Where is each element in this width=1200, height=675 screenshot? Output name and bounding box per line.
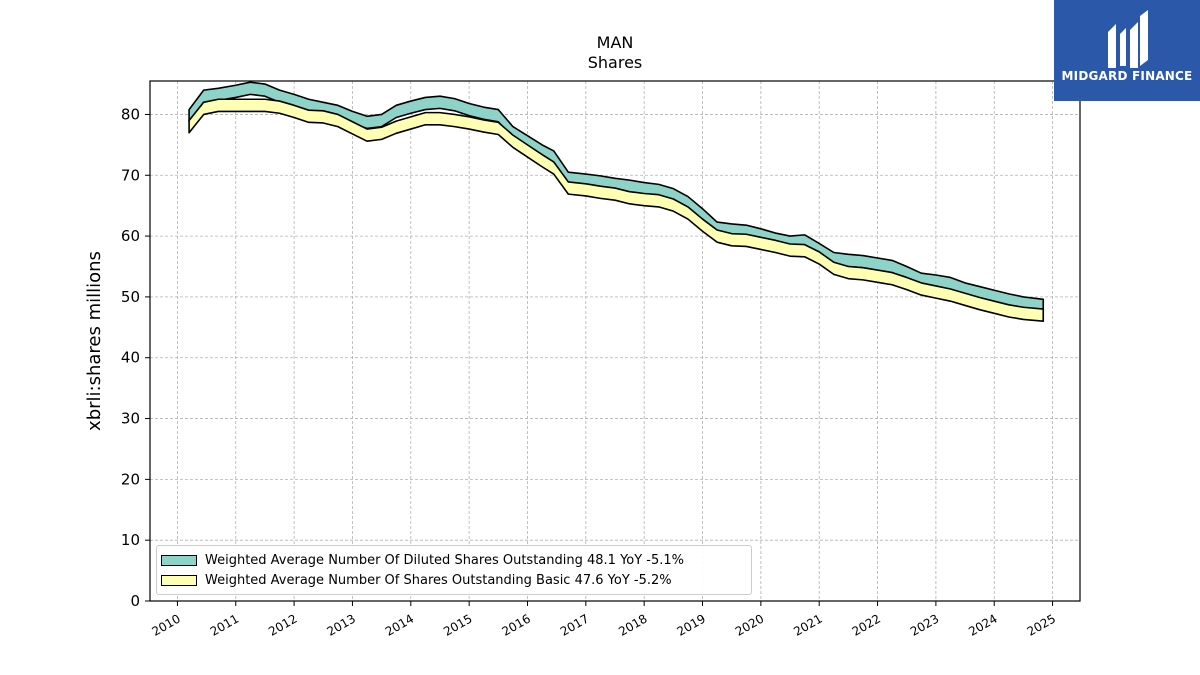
x-tick-label: 2015 (441, 611, 474, 638)
logo-text: MIDGARD FINANCE (1061, 69, 1193, 83)
legend-item-basic: Weighted Average Number Of Shares Outsta… (161, 571, 672, 589)
y-tick-label: 40 (121, 349, 140, 367)
chart-legend: Weighted Average Number Of Diluted Share… (156, 545, 752, 595)
midgard-logo-icon (1108, 10, 1148, 68)
x-tick-label: 2017 (558, 611, 591, 638)
x-tick-label: 2021 (791, 611, 824, 638)
y-tick-label: 60 (121, 227, 140, 245)
x-tick-label: 2025 (1025, 611, 1058, 638)
series-basic-band (188, 98, 1045, 323)
y-axis-label: xbrli:shares millions (84, 251, 105, 431)
legend-label-basic: Weighted Average Number Of Shares Outsta… (205, 572, 672, 588)
y-tick-label: 80 (121, 105, 140, 123)
midgard-finance-logo: MIDGARD FINANCE (1054, 0, 1200, 101)
y-tick-label: 0 (130, 592, 140, 610)
y-tick-label: 70 (121, 166, 140, 184)
x-tick-label: 2012 (266, 611, 299, 638)
legend-swatch-diluted (161, 554, 197, 566)
x-tick-label: 2022 (850, 611, 883, 638)
x-tick-label: 2016 (500, 611, 533, 638)
x-tick-label: 2019 (675, 611, 708, 638)
plot-frame (149, 80, 1081, 602)
x-tick-label: 2024 (966, 611, 999, 638)
y-tick-label: 20 (121, 470, 140, 488)
y-tick-label: 30 (121, 410, 140, 428)
x-tick-label: 2013 (324, 611, 357, 638)
legend-item-diluted: Weighted Average Number Of Diluted Share… (161, 551, 684, 569)
x-tick-label: 2020 (733, 611, 766, 638)
y-tick-label: 50 (121, 288, 140, 306)
legend-label-diluted: Weighted Average Number Of Diluted Share… (205, 552, 685, 568)
y-tick-label: 10 (121, 531, 140, 549)
legend-swatch-basic (161, 574, 197, 586)
x-tick-label: 2011 (208, 611, 241, 638)
chart-title: MAN (596, 33, 634, 52)
x-tick-label: 2010 (149, 611, 182, 638)
x-tick-label: 2018 (616, 611, 649, 638)
x-tick-label: 2023 (908, 611, 941, 638)
x-tick-label: 2014 (383, 611, 416, 638)
chart-subtitle: Shares (587, 53, 643, 72)
